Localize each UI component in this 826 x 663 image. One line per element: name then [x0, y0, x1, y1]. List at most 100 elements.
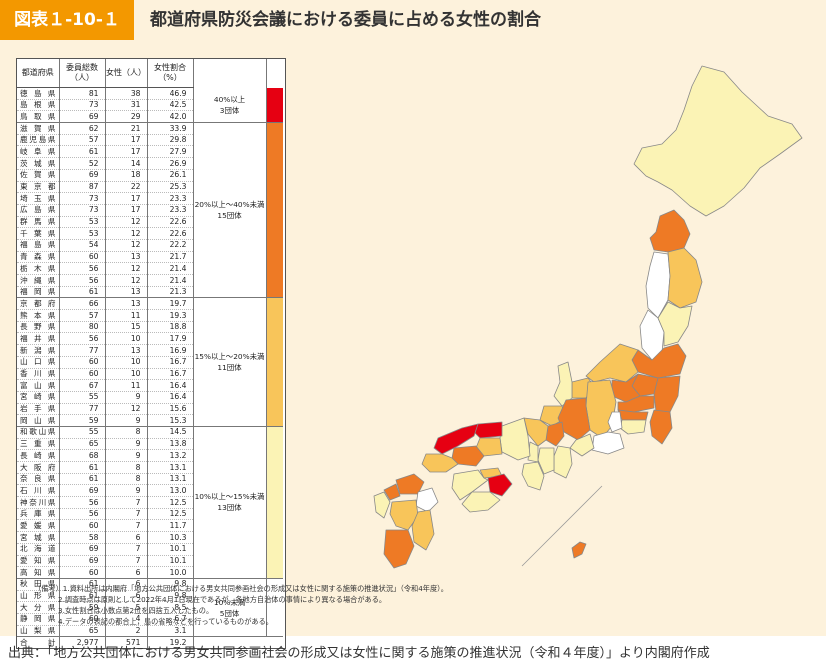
cell-total-members: 56	[58, 262, 105, 275]
cell-prefecture: 島根県	[17, 99, 59, 112]
cell-women: 12	[104, 227, 147, 240]
table-row: 千葉県 53 12 22.6	[17, 227, 283, 240]
cell-ratio: 21.3	[146, 286, 193, 299]
cell-ratio: 9.8	[146, 590, 193, 603]
map-region-saga	[383, 483, 401, 501]
cell-total-members: 77	[58, 344, 105, 357]
cell-women: 11	[104, 309, 147, 322]
map-region-kochi	[461, 491, 501, 513]
cell-ratio: 12.5	[146, 496, 193, 509]
cell-women: 18	[104, 169, 147, 182]
cell-prefecture: 岩手県	[17, 403, 59, 416]
table-row: 宮城県 58 6 10.3	[17, 531, 283, 544]
cell-ratio: 13.8	[146, 438, 193, 451]
cell-women: 13	[104, 286, 147, 299]
cell-prefecture: 栃木県	[17, 262, 59, 275]
cell-prefecture: 長野県	[17, 321, 59, 334]
cell-ratio: 10.3	[146, 531, 193, 544]
cell-ratio: 10.0	[146, 566, 193, 579]
cell-prefecture: 秋田県	[17, 578, 59, 591]
cell-prefecture: 沖縄県	[17, 274, 59, 287]
cell-ratio: 15.3	[146, 414, 193, 427]
cell-total-members: 61	[58, 145, 105, 159]
cell-total-members: 60	[58, 251, 105, 264]
table-row: 島根県 73 31 42.5	[17, 99, 283, 112]
table-row: 福岡県 61 13 21.3	[17, 286, 283, 299]
cell-total-members: 55	[58, 426, 105, 439]
cell-prefecture: 茨城県	[17, 157, 59, 170]
cell-prefecture: 高知県	[17, 566, 59, 579]
header-total-members: 委員総数 （人）	[58, 59, 105, 88]
cell-women: 9	[104, 438, 147, 451]
cell-ratio: 8.5	[146, 601, 193, 614]
cell-prefecture: 岐阜県	[17, 145, 59, 159]
map-region-tokushima	[487, 473, 513, 497]
group-label: 15%以上～20%未満 11団体	[192, 297, 266, 427]
table-row: 岩手県 77 12 15.6	[17, 403, 283, 416]
cell-women: 10	[104, 332, 147, 346]
map-region-ehime	[451, 469, 489, 501]
cell-ratio: 19.7	[146, 297, 193, 311]
total-row-blank	[192, 636, 283, 648]
cell-total-members: 81	[58, 87, 105, 100]
table-row: 長崎県 68 9 13.2	[17, 449, 283, 462]
cell-ratio: 21.4	[146, 262, 193, 275]
cell-ratio: 10.1	[146, 543, 193, 556]
table-row: 愛知県 69 7 10.1	[17, 555, 283, 568]
cell-women: 38	[104, 87, 147, 100]
map-region-okinawa	[571, 541, 587, 559]
table-row: 茨城県 52 14 26.9	[17, 157, 283, 170]
table-row: 静岡県 60 4 6.7	[17, 613, 283, 626]
cell-women: 21	[104, 122, 147, 135]
map-region-fukuoka	[395, 473, 425, 495]
table-row: 埼玉県 73 17 23.3	[17, 192, 283, 205]
cell-women: 4	[104, 613, 147, 626]
cell-ratio: 29.8	[146, 134, 193, 147]
map-region-yamanashi	[607, 411, 623, 433]
figure-label: 図表１-10-１	[0, 0, 134, 40]
cell-prefecture: 滋賀県	[17, 122, 59, 135]
cell-prefecture: 宮崎県	[17, 391, 59, 404]
cell-total-members: 56	[58, 496, 105, 509]
cell-women: 12	[104, 274, 147, 287]
cell-total-members: 77	[58, 403, 105, 416]
table-row: 愛媛県 60 7 11.7	[17, 519, 283, 533]
cell-women: 8	[104, 426, 147, 439]
table-row: 岡山県 59 9 15.3	[17, 414, 283, 427]
map-region-oita	[415, 487, 439, 513]
header-prefecture: 都道府県	[17, 59, 59, 88]
cell-prefecture: 埼玉県	[17, 192, 59, 205]
cell-women: 9	[104, 484, 147, 498]
cell-women: 5	[104, 601, 147, 614]
table-row: 福島県 54 12 22.2	[17, 239, 283, 252]
cell-total-members: 60	[58, 566, 105, 579]
cell-total-members: 60	[58, 368, 105, 381]
cell-women: 10	[104, 356, 147, 369]
cell-total-members: 60	[58, 519, 105, 533]
cell-prefecture: 鹿児島県	[17, 134, 59, 147]
map-region-chiba	[649, 409, 673, 445]
cell-prefecture: 兵庫県	[17, 508, 59, 521]
map-region-shizuoka	[591, 431, 625, 455]
cell-total-members: 62	[58, 122, 105, 135]
cell-prefecture: 岡山県	[17, 414, 59, 427]
group-color-swatch	[265, 297, 283, 427]
cell-prefecture: 静岡県	[17, 613, 59, 626]
cell-ratio: 42.0	[146, 110, 193, 124]
cell-total-members: 73	[58, 204, 105, 217]
cell-ratio: 9.8	[146, 578, 193, 591]
cell-total-members: 52	[58, 157, 105, 170]
cell-ratio: 46.9	[146, 87, 193, 100]
cell-women: 6	[104, 590, 147, 603]
figure-title: 都道府県防災会議における委員に占める女性の割合	[150, 10, 541, 30]
cell-total-members: 68	[58, 449, 105, 462]
cell-women: 14	[104, 157, 147, 170]
table-row: 兵庫県 56 7 12.5	[17, 508, 283, 521]
cell-prefecture: 鳥取県	[17, 110, 59, 124]
table-row: 神奈川県 56 7 12.5	[17, 496, 283, 509]
header-women: 女性（人）	[104, 59, 147, 88]
table-row: 栃木県 56 12 21.4	[17, 262, 283, 275]
cell-ratio: 27.9	[146, 145, 193, 159]
cell-women: 31	[104, 99, 147, 112]
note-4: 4.データの表記の都合上，島の省略などを行っているものがある。	[58, 617, 273, 626]
